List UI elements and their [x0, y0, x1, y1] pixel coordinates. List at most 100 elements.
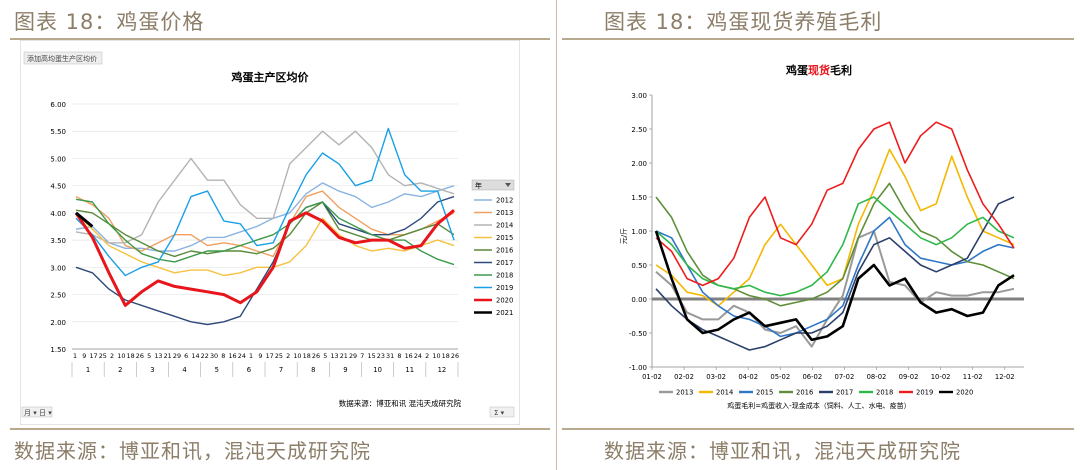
value-field-button[interactable] — [489, 406, 515, 418]
left-y-tick-label: 6.00 — [50, 101, 66, 109]
left-month-labels: 1 2 3 4 5 6 7 8 9 10 11 12 — [71, 362, 459, 377]
left-month-label: 11 — [405, 366, 414, 374]
legend-label-2018: 2018 — [876, 389, 893, 397]
date-field-label[interactable]: 月 ▾ 日 ▾ — [24, 409, 52, 417]
right-y-tick-labels: 3.00 2.50 2.00 1.50 1.00 0.50 0.00 -0.50 -1.00 — [629, 92, 1024, 372]
left-x-tick-label: 30 — [210, 352, 218, 360]
left-month-label: 12 — [438, 366, 447, 374]
series-line-2012 — [75, 182, 455, 252]
right-series-lines — [654, 121, 1015, 351]
series-line-2017 — [655, 196, 1015, 351]
legend-label-2014: 2014 — [716, 389, 733, 397]
egg-margin-chart: 鸡蛋现货毛利 3.00 2.50 2.00 1.50 1.00 0.50 0.00 -0.50… — [619, 63, 1024, 410]
left-x-tick-label: 7 — [360, 352, 364, 360]
legend-label-2014: 2014 — [496, 222, 513, 230]
right-y-tick-label: 1.00 — [631, 228, 647, 236]
left-x-tick-label: 14 — [191, 352, 199, 360]
left-x-tick-label: 18 — [303, 352, 311, 360]
left-x-tick-label: 10 — [117, 352, 125, 360]
left-y-tick-label: 1.50 — [50, 346, 66, 354]
title-part-margin: 毛利 — [830, 63, 852, 77]
right-x-tick-label: 07-02 — [835, 373, 855, 381]
series-line-2016 — [655, 182, 1015, 307]
series-line-2019 — [75, 127, 455, 277]
sheet-tag[interactable]: 添加高均蛋生产区均价 — [27, 54, 97, 63]
left-month-label: 7 — [279, 366, 283, 374]
right-x-tick-label: 11-02 — [963, 373, 983, 381]
left-x-tick-label: 17 — [266, 352, 274, 360]
right-legend: 2013 2014 2015 2016 2017 2018 2019 2020 — [659, 389, 973, 397]
series-line-2020 — [74, 209, 455, 307]
left-y-tick-label: 2.00 — [50, 319, 66, 327]
series-line-2015 — [75, 212, 455, 277]
sheet-tag-box[interactable] — [23, 51, 103, 65]
left-x-tick-label: 26 — [312, 352, 320, 360]
left-month-label: 6 — [247, 366, 251, 374]
right-y-tick-label: 3.00 — [631, 92, 647, 100]
left-month-label: 5 — [215, 366, 219, 374]
left-x-tick-label: 2 — [286, 352, 290, 360]
legend-label-2015: 2015 — [496, 234, 513, 242]
left-month-label: 4 — [182, 366, 186, 374]
left-x-tick-label: 22 — [201, 352, 209, 360]
left-x-tick-label: 24 — [238, 352, 246, 360]
legend-label-2013: 2013 — [676, 389, 693, 397]
right-x-tick-label: 12-02 — [995, 373, 1015, 381]
legend-label-2018: 2018 — [496, 272, 513, 280]
right-x-tick-label: 01-02 — [642, 373, 662, 381]
left-y-tick-labels: 6.00 5.50 5.00 4.50 4.00 3.50 3.00 2.50 2.00 1.50 — [50, 101, 66, 354]
left-month-label: 9 — [343, 366, 347, 374]
left-x-tick-label: 18 — [127, 352, 135, 360]
right-panel-heading: 图表 18：鸡蛋现货养殖毛利 — [604, 10, 883, 34]
left-x-tick-label: 16 — [228, 352, 236, 360]
left-chart-title: 鸡蛋主产区均价 — [231, 70, 310, 84]
egg-price-chart: 添加高均蛋生产区均价 鸡蛋主产区均价 6.00 5.50 5.00 4.50 4.00 3… — [20, 40, 520, 425]
legend-label-2015: 2015 — [756, 389, 773, 397]
legend-label-2017: 2017 — [496, 259, 513, 267]
legend-header-box — [471, 179, 515, 191]
right-x-tick-label: 02-02 — [674, 373, 694, 381]
legend-label-2021: 2021 — [496, 309, 513, 317]
left-x-tick-label: 31 — [386, 352, 394, 360]
right-footer-rule — [562, 428, 1074, 430]
left-y-tick-label: 5.50 — [50, 128, 66, 136]
left-month-label: 10 — [373, 366, 382, 374]
left-x-tick-label: 1 — [73, 352, 77, 360]
title-part-egg: 鸡蛋 — [785, 63, 809, 77]
left-month-label: 1 — [86, 366, 90, 374]
left-x-tick-label: 16 — [405, 352, 413, 360]
series-line-2020 — [654, 230, 1015, 342]
right-y-tick-label: 0.00 — [631, 296, 647, 304]
left-x-tick-label: 21 — [164, 352, 172, 360]
panel-divider — [556, 0, 557, 470]
legend-header: 年 — [475, 181, 482, 190]
left-x-tick-labels: 1 9 17 25 2 10 18 26 5 13 21 29 6 14 22 30 8 16 24 1 9 17 25 2 1… — [73, 352, 459, 360]
left-x-tick-label: 8 — [221, 352, 225, 360]
right-y-axis-label: 元/斤 — [619, 228, 628, 244]
left-legend[interactable]: 年 2012 2013 2014 2015 2016 2017 2018 2019 2020 202… — [471, 179, 515, 317]
series-line-2017 — [75, 195, 455, 326]
left-y-tick-label: 5.00 — [50, 155, 66, 163]
left-x-tick-label: 17 — [89, 352, 97, 360]
left-x-tick-label: 25 — [99, 352, 107, 360]
right-source-note: 数据来源：博亚和讯，混沌天成研究院 — [604, 439, 961, 463]
left-x-tick-label: 13 — [330, 352, 338, 360]
left-month-label: 2 — [118, 366, 122, 374]
series-line-2014 — [75, 130, 455, 244]
series-line-2013 — [75, 190, 455, 258]
series-line-2018 — [655, 196, 1015, 297]
left-x-tick-label: 9 — [258, 352, 262, 360]
right-y-tick-label: 1.50 — [631, 194, 647, 202]
right-title-rule — [562, 38, 1074, 40]
left-y-tick-label: 2.50 — [50, 292, 66, 300]
left-month-label: 8 — [311, 366, 315, 374]
right-formula-note: 鸡蛋毛利=鸡蛋收入-现金成本（饲料、人工、水电、疫苗） — [727, 401, 910, 410]
date-field-buttons[interactable] — [21, 406, 53, 418]
left-x-tick-label: 29 — [349, 352, 357, 360]
right-y-tick-label: 2.50 — [631, 126, 647, 134]
left-series-lines — [74, 127, 455, 326]
left-x-tick-label: 21 — [340, 352, 348, 360]
legend-label-2012: 2012 — [496, 197, 513, 205]
right-x-tick-labels: 01-02 02-02 03-02 04-02 05-02 06-02 07-02 08-02… — [642, 367, 1015, 381]
value-field-label[interactable]: Σ ▾ — [494, 409, 505, 417]
